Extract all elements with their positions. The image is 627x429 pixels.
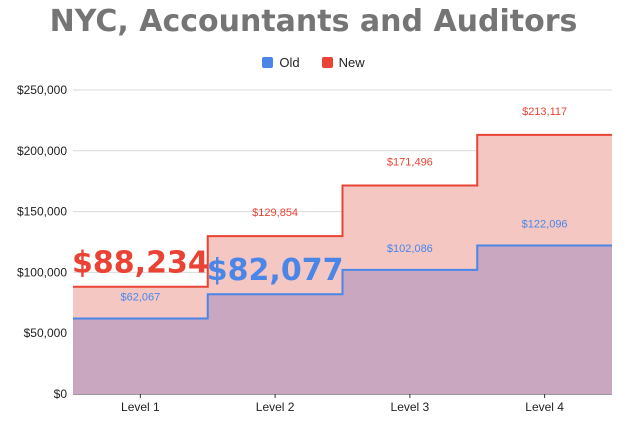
y-tick-label: $200,000 bbox=[17, 144, 67, 158]
y-tick-label: $50,000 bbox=[24, 326, 68, 340]
legend-label-new: New bbox=[338, 55, 365, 70]
y-tick-label: $0 bbox=[54, 387, 68, 401]
y-tick-label: $100,000 bbox=[17, 265, 67, 279]
data-label-new: $129,854 bbox=[252, 207, 298, 219]
series-line-new bbox=[73, 133, 612, 288]
legend-label-old: Old bbox=[279, 55, 300, 70]
data-label-new: $213,117 bbox=[522, 106, 567, 118]
data-label-old: $122,096 bbox=[522, 219, 568, 231]
data-label-new: $171,496 bbox=[387, 156, 433, 168]
x-tick-label: Level 4 bbox=[525, 400, 564, 414]
data-label-old: $62,067 bbox=[120, 292, 160, 304]
x-tick-label: Level 3 bbox=[391, 400, 430, 414]
annotation-new: $88,234 bbox=[72, 246, 209, 281]
y-tick-label: $250,000 bbox=[17, 83, 67, 97]
series-line-old bbox=[73, 244, 612, 320]
legend-item-old[interactable]: Old bbox=[262, 55, 300, 70]
chart-title: NYC, Accountants and Auditors bbox=[49, 4, 578, 39]
y-tick-label: $150,000 bbox=[17, 205, 67, 219]
legend-item-new[interactable]: New bbox=[321, 55, 365, 70]
x-tick-label: Level 2 bbox=[256, 400, 295, 414]
legend: Old New bbox=[0, 55, 627, 70]
legend-swatch-old bbox=[262, 57, 274, 68]
data-label-old: $102,086 bbox=[387, 243, 433, 255]
x-tick-label: Level 1 bbox=[121, 400, 160, 414]
legend-swatch-new bbox=[321, 57, 333, 68]
series-area-old bbox=[73, 245, 612, 394]
annotation-old: $82,077 bbox=[207, 253, 344, 288]
